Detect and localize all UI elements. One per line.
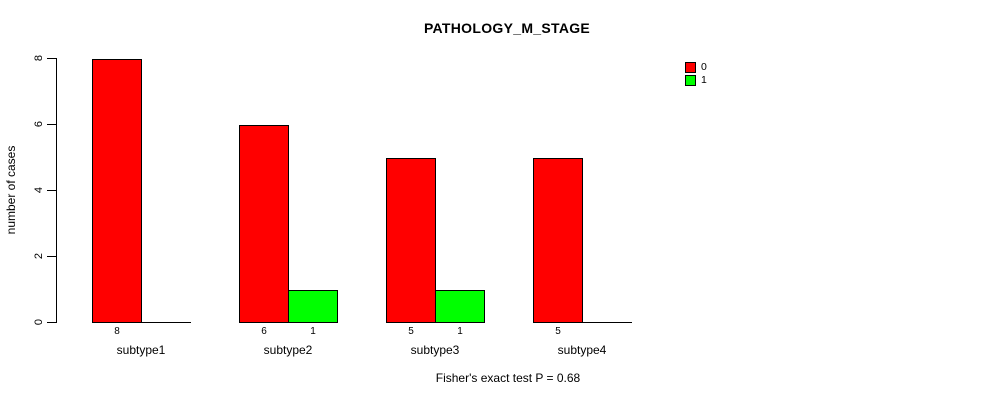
x-category-label: subtype3 [410, 343, 460, 357]
bar [435, 290, 485, 323]
x-category-label: subtype1 [116, 343, 166, 357]
y-tick-label: 2 [33, 252, 45, 260]
y-tick-label: 8 [33, 54, 45, 62]
y-tick-label: 6 [33, 120, 45, 128]
bar-value-label: 1 [457, 326, 463, 337]
y-axis-line [56, 58, 57, 323]
x-category-label: subtype4 [557, 343, 607, 357]
y-tick-label: 0 [33, 318, 45, 326]
legend-label: 0 [701, 61, 707, 73]
bar [386, 158, 436, 323]
bar [239, 125, 289, 323]
legend-label: 1 [701, 74, 707, 86]
y-axis-title: number of cases [4, 145, 18, 235]
bar-value-label: 6 [261, 326, 267, 337]
bar-value-label: 5 [408, 326, 414, 337]
bar [533, 158, 583, 323]
chart-title: PATHOLOGY_M_STAGE [423, 20, 591, 36]
bar-zero-height [582, 322, 632, 323]
annotation-fisher-test: Fisher's exact test P = 0.68 [435, 371, 581, 385]
bar-value-label: 5 [555, 326, 561, 337]
y-tick [47, 58, 56, 59]
bar [288, 290, 338, 323]
bar-value-label: 1 [310, 326, 316, 337]
legend-swatch [685, 75, 696, 86]
legend-swatch [685, 62, 696, 73]
y-tick [47, 256, 56, 257]
y-tick [47, 124, 56, 125]
bar-zero-height [141, 322, 191, 323]
bar-value-label: 8 [114, 326, 120, 337]
y-tick [47, 322, 56, 323]
bar [92, 59, 142, 323]
y-tick [47, 190, 56, 191]
legend-entry: 0 [685, 61, 707, 74]
x-category-label: subtype2 [263, 343, 313, 357]
legend-entry: 1 [685, 74, 707, 87]
y-tick-label: 4 [33, 186, 45, 194]
